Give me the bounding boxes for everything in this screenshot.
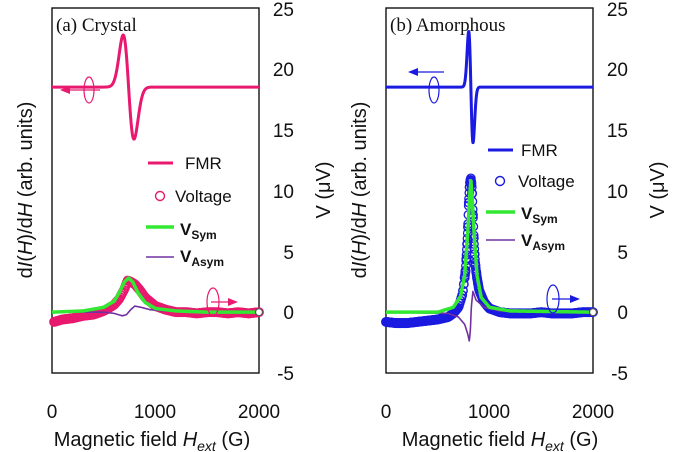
series-line-fmr-crystal <box>50 33 261 141</box>
series-line-fmr-amorphous <box>384 30 595 145</box>
legend-label-fmr: FMR <box>185 154 222 173</box>
x-tick-label: 0 <box>47 402 58 423</box>
x-tick-label: 0 <box>381 402 392 423</box>
x-axis-label-crystal: Magnetic field Hext (G) <box>54 429 251 452</box>
y-tick-label: 25 <box>607 0 628 21</box>
x-tick-label: 2000 <box>572 402 614 423</box>
x-tick-labels-crystal: 0 1000 2000 <box>47 402 280 423</box>
x-tick-labels-amorphous: 0 1000 2000 <box>381 402 614 423</box>
x-tick-label: 1000 <box>134 402 176 423</box>
legend-label-vasym: VAsym <box>180 247 224 269</box>
plot-frame-crystal <box>51 7 260 374</box>
legend-swatch-voltage <box>494 175 506 187</box>
series-line-vsym-amorphous <box>384 179 595 314</box>
y-tick-label: 20 <box>607 60 628 81</box>
y-tick-label: 0 <box>283 303 294 324</box>
legend-label-vasym: VAsym <box>521 231 565 253</box>
panel-crystal: (a) Crystal 0 1000 2000 -5 0 5 10 15 20 … <box>15 0 335 452</box>
y-tick-label: -5 <box>611 364 628 385</box>
series-line-vsym-crystal <box>50 276 261 314</box>
legend-label-vsym: VSym <box>180 220 217 242</box>
y-tick-label: 15 <box>607 121 628 142</box>
y-axis-label-right-crystal: V (μV) <box>313 161 335 218</box>
legend-amorphous: FMR Voltage VSym VAsym <box>486 141 575 253</box>
y-tick-label: 10 <box>273 182 294 203</box>
legend-label-vsym: VSym <box>521 204 558 226</box>
y-tick-label: 15 <box>273 121 294 142</box>
y-tick-label: 10 <box>607 182 628 203</box>
y-tick-labels-crystal: -5 0 5 10 15 20 25 <box>273 0 294 385</box>
y-tick-label: 5 <box>283 243 294 264</box>
y-tick-label: 0 <box>617 303 628 324</box>
y-tick-label: -5 <box>277 364 294 385</box>
right-axis-indicator-amorphous <box>546 284 580 314</box>
x-tick-label: 1000 <box>468 402 510 423</box>
legend-crystal: FMR Voltage VSym VAsym <box>146 154 232 269</box>
panel-amorphous: (b) Amorphous 0 1000 2000 -5 0 5 10 15 2… <box>349 0 669 452</box>
y-tick-label: 25 <box>273 0 294 21</box>
legend-label-voltage: Voltage <box>518 172 575 191</box>
y-tick-label: 20 <box>273 60 294 81</box>
y-axis-label-left-amorphous: dI(H)/dH (arb. units) <box>349 102 371 279</box>
left-axis-indicator-amorphous <box>408 68 444 104</box>
legend-label-voltage: Voltage <box>175 187 232 206</box>
y-tick-label: 5 <box>617 243 628 264</box>
panel-title-crystal: (a) Crystal <box>56 15 137 36</box>
axis-zero-marker <box>254 308 264 317</box>
y-axis-label-right-amorphous: V (μV) <box>647 161 669 218</box>
left-axis-indicator-crystal <box>60 76 100 104</box>
legend-swatch-voltage <box>154 190 166 202</box>
panel-title-amorphous: (b) Amorphous <box>390 15 506 36</box>
x-axis-label-amorphous: Magnetic field Hext (G) <box>402 429 599 452</box>
right-axis-indicator-crystal <box>206 287 238 317</box>
legend-label-fmr: FMR <box>521 141 558 160</box>
plot-frame-amorphous <box>385 7 594 374</box>
y-tick-labels-amorphous: -5 0 5 10 15 20 25 <box>607 0 628 385</box>
axis-zero-marker <box>588 308 598 317</box>
x-tick-label: 2000 <box>238 402 280 423</box>
y-axis-label-left-crystal: dI(H)/dH (arb. units) <box>15 102 37 279</box>
